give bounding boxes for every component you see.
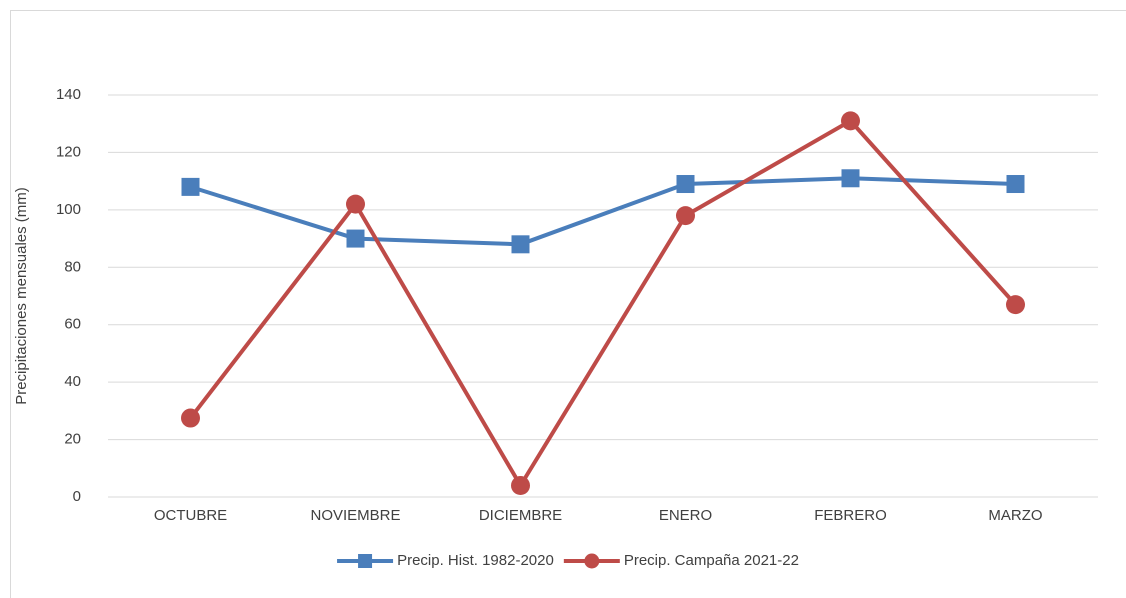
series-line [188, 118, 1017, 488]
x-tick-label: DICIEMBRE [479, 507, 562, 524]
y-axis-title: Precipitaciones mensuales (mm) [13, 187, 30, 405]
y-tick-label: 80 [64, 258, 81, 275]
marker [676, 206, 695, 226]
legend-label: Precip. Hist. 1982-2020 [397, 552, 554, 569]
marker [346, 229, 365, 248]
marker [676, 175, 695, 194]
legend-marker [358, 554, 373, 568]
x-tick-label: FEBRERO [814, 507, 887, 524]
marker [181, 177, 200, 196]
legend-marker [584, 553, 600, 569]
y-tick-label: 140 [56, 86, 81, 103]
y-tick-label: 60 [64, 316, 81, 333]
marker [1006, 175, 1025, 194]
marker [511, 235, 530, 254]
marker [181, 408, 200, 428]
marker [346, 194, 365, 214]
x-tick-label: NOVIEMBRE [310, 507, 400, 524]
y-tick-label: 20 [64, 431, 81, 448]
series-line [189, 176, 1016, 247]
legend-label: Precip. Campaña 2021-22 [624, 552, 799, 569]
x-tick-label: MARZO [988, 507, 1042, 524]
y-tick-label: 0 [73, 488, 81, 505]
y-tick-label: 120 [56, 143, 81, 160]
marker [511, 476, 530, 496]
y-tick-label: 40 [64, 373, 81, 390]
chart-frame [10, 10, 1126, 598]
x-tick-label: ENERO [659, 507, 712, 524]
marker [841, 169, 860, 188]
marker [841, 111, 860, 131]
x-tick-label: OCTUBRE [154, 507, 227, 524]
y-tick-label: 100 [56, 201, 81, 218]
marker [1006, 295, 1025, 315]
